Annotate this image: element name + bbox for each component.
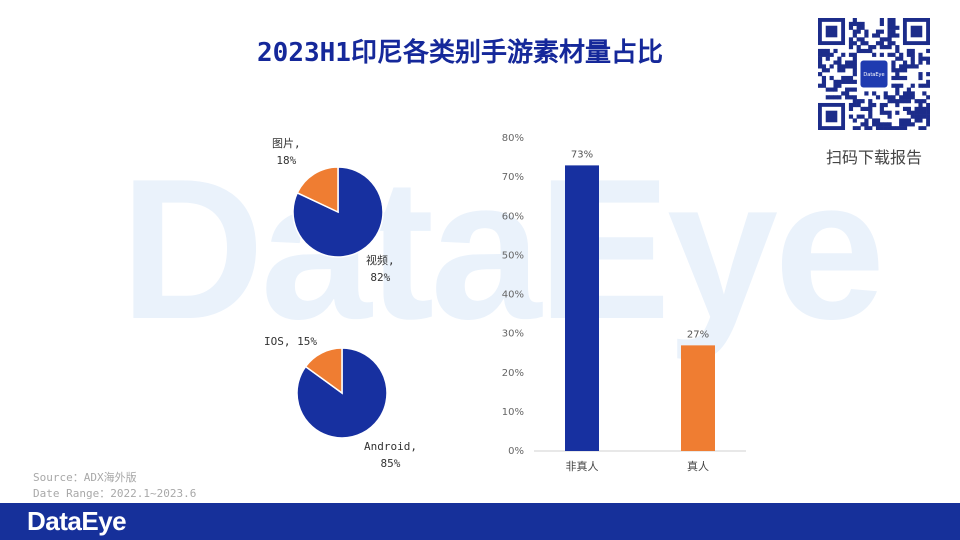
pie2-label-ios-value: 15% (297, 335, 317, 348)
qr-center-text: DataEye (863, 72, 884, 78)
y-tick-label: 70% (502, 172, 524, 183)
y-tick-label: 10% (502, 407, 524, 418)
pie-chart-content-type (292, 166, 384, 258)
y-tick-label: 20% (502, 368, 524, 379)
qr-finder (902, 17, 931, 46)
pie1-slice-图片 (296, 166, 339, 214)
bar-chart-real-person: 0% 10% 20% 30% 40% 50% 60% 70% 80% 73% 非真人 27% 真人 (502, 133, 746, 473)
y-tick-label: 0% (508, 446, 524, 457)
pie-chart-platform (296, 347, 388, 439)
pie2-label-ios: IOS, 15% (264, 335, 317, 348)
source-line: Source：ADX海外版 (33, 471, 137, 484)
x-category-label: 非真人 (566, 459, 599, 473)
bar-data-label: 73% (571, 149, 593, 160)
pie2-label-android: Android, 85% (364, 440, 417, 470)
y-tick-label: 30% (502, 329, 524, 340)
qr-modules (818, 18, 931, 131)
source-note: Source：ADX海外版 Date Range：2022.1~2023.6 (33, 470, 196, 502)
page-title: 2023H1印尼各类别手游素材量占比 (257, 38, 663, 68)
y-tick-label: 40% (502, 290, 524, 301)
pie1-label-video-name: 视频 (366, 254, 388, 267)
pie1-label-image-value: 18% (276, 154, 297, 167)
qr-finder (817, 17, 846, 46)
pie2-slice-IOS (304, 347, 343, 395)
footer-logo: DataEye (27, 506, 127, 536)
qr-code-graphic: DataEye (817, 17, 931, 131)
qr-code: DataEye (817, 17, 931, 131)
footer-bar: DataEye (0, 503, 960, 540)
y-tick-label: 60% (502, 211, 524, 222)
qr-finder-core (825, 110, 838, 123)
qr-finder (817, 102, 846, 131)
qr-finder-core (910, 25, 923, 38)
watermark: DataEye (120, 138, 885, 361)
qr-finder-core (825, 25, 838, 38)
pie2-label-android-value: 85% (380, 457, 401, 470)
y-tick-label: 50% (502, 250, 524, 261)
pie1-label-image: 图片, 18% (272, 137, 301, 167)
qr-center-logo (860, 60, 888, 88)
qr-caption: 扫码下载报告 (825, 148, 922, 167)
pie1-label-video: 视频, 82% (366, 254, 395, 284)
pie2-label-android-name: Android (364, 440, 411, 453)
date-range-line: Date Range：2022.1~2023.6 (33, 487, 197, 500)
pie2-label-ios-name: IOS (264, 335, 284, 348)
bar-data-label: 27% (687, 329, 709, 340)
pie1-label-video-value: 82% (370, 271, 391, 284)
bar-非真人 (565, 165, 599, 451)
bar-真人 (681, 345, 715, 451)
y-tick-label: 80% (502, 133, 524, 144)
pie1-label-image-name: 图片 (272, 137, 294, 150)
x-category-label: 真人 (687, 459, 709, 473)
